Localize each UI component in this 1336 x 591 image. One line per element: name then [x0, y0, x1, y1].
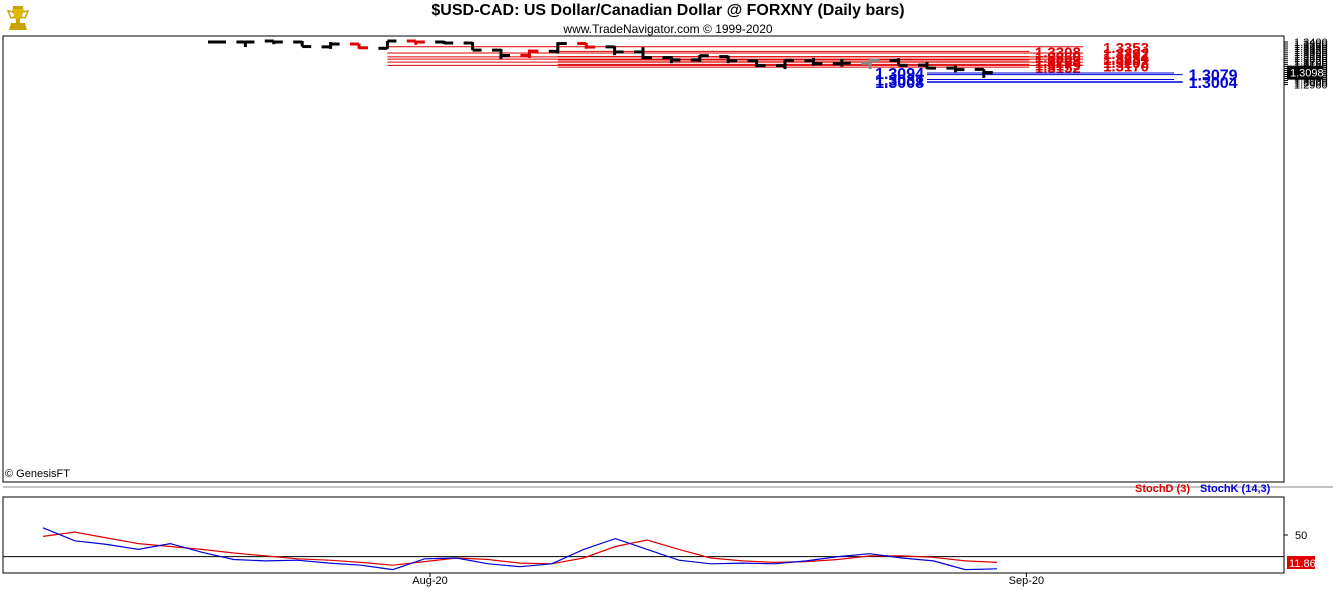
trophy-logo-icon	[4, 4, 32, 32]
price-bar	[889, 58, 908, 67]
price-bar	[577, 42, 596, 49]
support-label: 1.3079	[1189, 68, 1238, 85]
stochd-line	[42, 531, 998, 566]
price-bar	[350, 42, 368, 50]
price-axis: 1.34001.33801.33601.33401.33201.33001.32…	[1284, 37, 1328, 92]
resistance-label: 1.3204	[1035, 55, 1082, 72]
price-bar	[463, 41, 482, 52]
price-tick-label: 1.3260	[1294, 51, 1328, 63]
resistance-label: 1.3202	[1103, 55, 1149, 72]
price-tick-label: 1.3400	[1294, 37, 1328, 49]
price-bar	[634, 47, 652, 60]
price-bar	[974, 67, 993, 78]
date-tick-label: Aug-20	[412, 575, 447, 587]
chart-title: $USD-CAD: US Dollar/Canadian Dollar @ FO…	[431, 2, 905, 19]
stochastic-panel-border	[2, 496, 1285, 574]
price-tick-label: 1.3000	[1294, 78, 1328, 90]
price-bar	[804, 57, 823, 66]
stoch-tick-label: 50	[1295, 530, 1307, 542]
price-bar	[605, 45, 624, 56]
resistance-label: 1.3292	[1103, 46, 1149, 63]
price-bar	[861, 58, 880, 70]
resistance-label: 1.3231	[1103, 52, 1149, 69]
price-bar	[264, 39, 283, 45]
price-bar	[719, 55, 738, 64]
legend-stochk: StochK (14,3)	[1200, 483, 1271, 495]
bars-layer	[208, 39, 993, 78]
price-bar	[406, 39, 425, 45]
resistance-label: 1.3170	[1103, 58, 1149, 75]
price-bar	[236, 40, 255, 47]
resistance-label: 1.3254	[1103, 50, 1150, 67]
support-label: 1.3031	[875, 72, 924, 89]
last-price-label: 1.3098	[1290, 68, 1324, 80]
resistance-label: 1.3179	[1035, 57, 1081, 74]
price-bar	[378, 39, 397, 50]
stochastic-legend: StochD (3) StochK (14,3)	[1135, 483, 1271, 495]
price-bar	[776, 58, 794, 70]
price-bar	[321, 42, 340, 49]
stochastic-panel: 50 11.86	[3, 527, 1316, 571]
price-bar	[548, 42, 567, 54]
price-tick-label: 1.3360	[1294, 41, 1328, 53]
date-axis: Aug-20 Sep-20	[412, 573, 1044, 587]
price-bar	[946, 65, 965, 73]
price-tick-label: 1.3300	[1294, 47, 1328, 59]
chart-frame	[2, 35, 1333, 574]
price-tick-label: 1.2980	[1294, 80, 1328, 92]
price-bar	[918, 61, 936, 70]
price-tick-label: 1.3320	[1294, 45, 1328, 57]
price-tick-label: 1.3380	[1294, 39, 1328, 51]
price-bar	[435, 40, 454, 45]
price-bar	[208, 40, 226, 44]
stoch-last-value-box	[1287, 556, 1315, 569]
stoch-last-value: 11.86	[1289, 558, 1316, 570]
price-bar	[293, 40, 312, 49]
price-bar	[832, 58, 851, 67]
price-bar	[747, 59, 766, 68]
price-bar	[492, 48, 510, 59]
price-panel-border	[2, 35, 1285, 483]
price-tick-label: 1.3280	[1294, 49, 1328, 61]
price-tick-label: 1.3340	[1294, 43, 1328, 55]
price-bar	[662, 56, 681, 64]
legend-stochd: StochD (3)	[1135, 483, 1190, 495]
copyright-label: © GenesisFT	[5, 468, 70, 480]
date-tick-label: Sep-20	[1009, 575, 1044, 587]
price-bar	[520, 49, 539, 58]
chart-subtitle: www.TradeNavigator.com © 1999-2020	[563, 22, 773, 36]
last-price-box	[1287, 65, 1322, 80]
support-label: 1.3094	[875, 66, 924, 83]
resistance-label: 1.3353	[1103, 40, 1149, 57]
stochk-line	[42, 527, 998, 571]
price-tick-label: 1.3220	[1294, 55, 1328, 67]
support-label: 1.3004	[1189, 75, 1238, 92]
support-label: 1.3008	[875, 75, 924, 92]
price-tick-label: 1.3240	[1294, 53, 1328, 65]
price-bar	[690, 54, 709, 62]
